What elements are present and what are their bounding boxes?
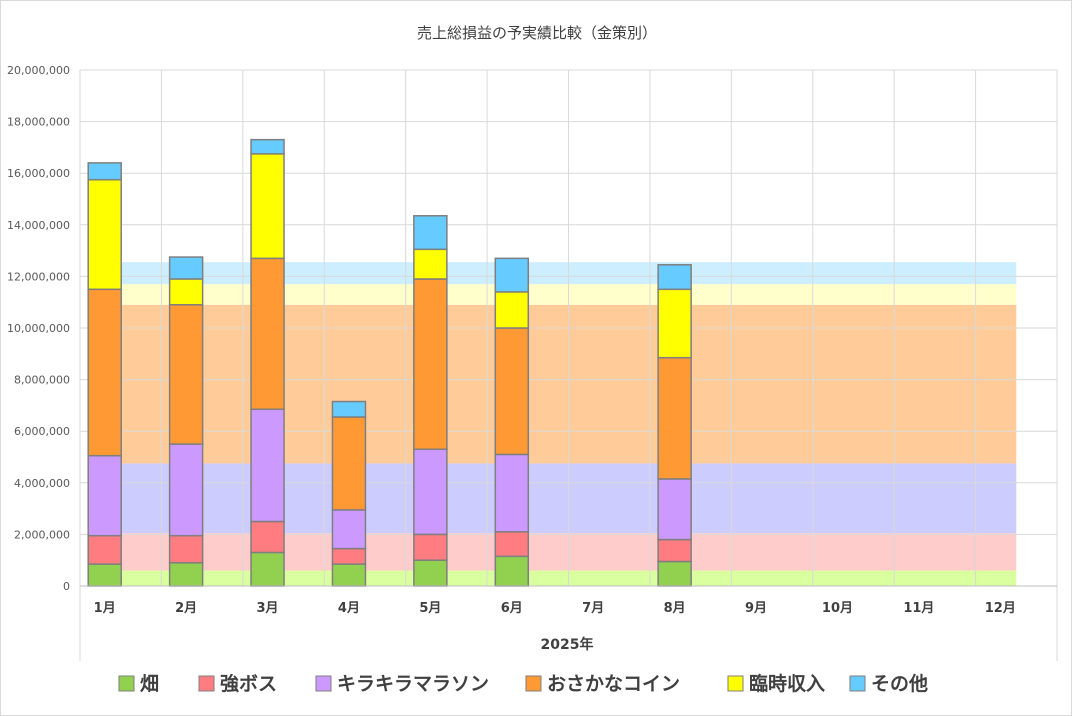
y-tick-label: 12,000,000 xyxy=(7,270,70,283)
bar-segment-4-5 xyxy=(494,291,530,329)
legend-label-1: 強ボス xyxy=(220,673,277,695)
bar-segment-3-0 xyxy=(87,288,122,457)
legend-label-5: その他 xyxy=(871,672,928,695)
bar-segment-1-4 xyxy=(413,533,448,561)
x-tick-label: 10月 xyxy=(822,601,853,616)
legend-swatch-3 xyxy=(525,675,542,692)
y-tick-label: 6,000,000 xyxy=(14,425,70,438)
bar-segment-2-4 xyxy=(413,448,448,536)
bar-segment-4-0 xyxy=(87,178,122,291)
bar-segment-0-4 xyxy=(413,559,448,587)
legend-swatch-5 xyxy=(849,675,866,692)
y-tick-label: 16,000,000 xyxy=(7,167,70,180)
legend-label-4: 臨時収入 xyxy=(749,672,825,695)
bar-segment-4-7 xyxy=(657,288,692,359)
legend-swatch-1 xyxy=(198,675,215,692)
bar-segment-1-1 xyxy=(168,534,204,564)
bar-segment-5-2 xyxy=(250,138,285,155)
bar-segment-5-5 xyxy=(494,257,530,293)
legend-swatch-2 xyxy=(315,675,332,692)
bar-segment-1-3 xyxy=(331,547,367,565)
bar-segment-5-3 xyxy=(331,400,367,418)
bar-segment-1-7 xyxy=(657,538,692,563)
bar-segment-0-5 xyxy=(494,555,530,587)
bar-segment-5-1 xyxy=(168,256,204,280)
bar-segment-0-1 xyxy=(168,562,204,587)
chart-title: 売上総損益の予実績比較（金策別） xyxy=(417,24,657,42)
bar-segment-4-4 xyxy=(413,248,448,280)
bar-segment-4-2 xyxy=(250,153,285,260)
bar-segment-2-3 xyxy=(331,509,367,550)
y-tick-label: 20,000,000 xyxy=(7,64,70,77)
x-axis-label: 2025年 xyxy=(541,636,594,653)
legend-label-3: おさかなコイン xyxy=(547,673,680,695)
y-tick-label: 18,000,000 xyxy=(7,116,70,129)
bar-segment-5-4 xyxy=(413,215,448,251)
y-tick-label: 10,000,000 xyxy=(7,322,70,335)
legend-swatch-0 xyxy=(118,675,135,692)
bar-segment-5-7 xyxy=(657,264,692,291)
x-tick-label: 4月 xyxy=(338,601,360,616)
bar-segment-3-2 xyxy=(250,257,285,411)
x-tick-label: 3月 xyxy=(257,601,279,616)
legend-swatch-4 xyxy=(727,675,744,692)
x-tick-label: 12月 xyxy=(985,601,1016,616)
bar-segment-2-2 xyxy=(250,408,285,523)
bar-segment-1-2 xyxy=(250,520,285,554)
bar-segment-1-5 xyxy=(494,531,530,558)
bar-segment-4-1 xyxy=(168,278,204,306)
bar-segment-3-3 xyxy=(331,416,367,511)
y-tick-label: 2,000,000 xyxy=(14,528,70,541)
bar-segment-5-0 xyxy=(87,162,122,181)
bar-segment-3-4 xyxy=(413,278,448,451)
bar-segment-2-5 xyxy=(494,453,530,533)
y-tick-label: 0 xyxy=(63,580,70,593)
x-tick-label: 8月 xyxy=(664,601,686,616)
x-tick-label: 7月 xyxy=(582,601,604,616)
bar-segment-1-0 xyxy=(87,534,122,565)
x-tick-label: 5月 xyxy=(419,601,441,616)
bar-segment-0-7 xyxy=(657,560,692,587)
bar-segment-2-1 xyxy=(168,443,204,537)
x-tick-label: 2月 xyxy=(175,601,197,616)
y-tick-label: 4,000,000 xyxy=(14,477,70,490)
bar-segment-0-0 xyxy=(87,563,122,587)
bar-segment-3-1 xyxy=(168,304,204,445)
plot-area: 0 2,000,000 4,000,000 6,000,000 8,000,000 10,… xyxy=(7,64,1058,661)
bar-segment-3-5 xyxy=(494,327,530,456)
x-tick-label: 9月 xyxy=(745,601,767,616)
x-tick-label: 6月 xyxy=(501,601,523,616)
x-tick-label: 1月 xyxy=(94,601,116,616)
bar-segment-0-3 xyxy=(331,563,367,587)
bar-segment-3-7 xyxy=(657,356,692,480)
bar-segment-0-2 xyxy=(250,551,285,587)
y-tick-label: 14,000,000 xyxy=(7,219,70,232)
legend-label-2: キラキラマラソン xyxy=(337,673,489,695)
legend: 畑 強ボス キラキラマラソン おさかなコイン 臨時収入 その他 xyxy=(118,672,928,695)
y-tick-label: 8,000,000 xyxy=(14,374,70,387)
x-tick-label: 11月 xyxy=(903,601,934,616)
bar-segment-2-0 xyxy=(87,454,122,537)
bar-segment-2-7 xyxy=(657,478,692,541)
legend-label-0: 畑 xyxy=(140,673,159,695)
